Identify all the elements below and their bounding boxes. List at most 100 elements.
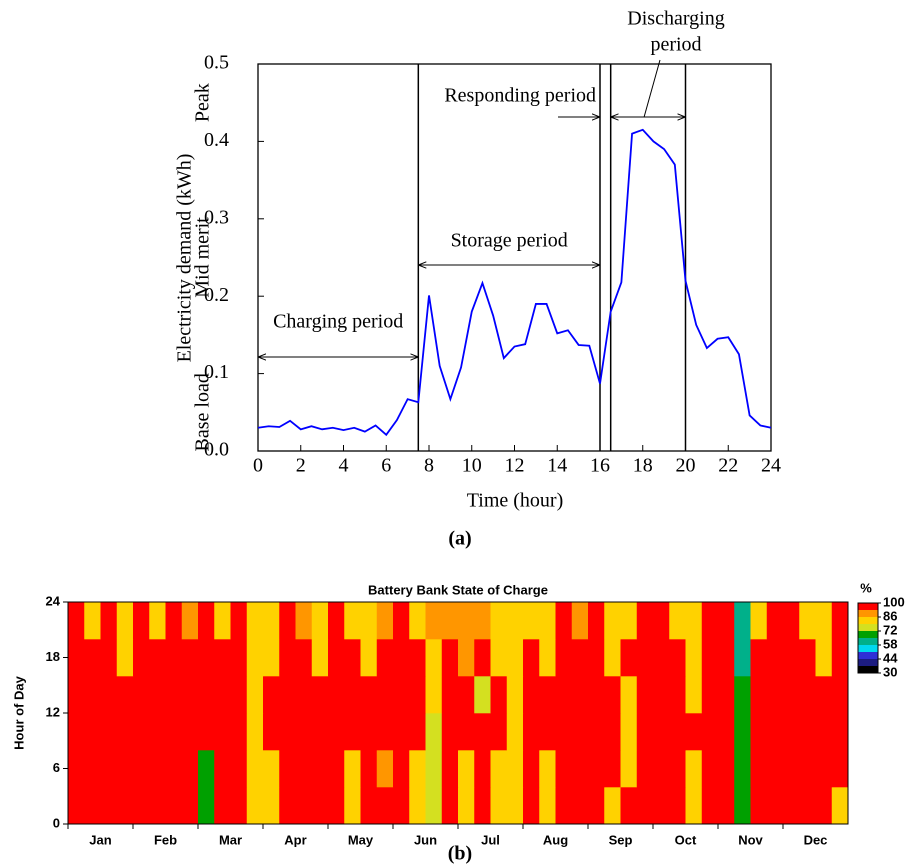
cell xyxy=(230,639,248,677)
cell xyxy=(799,639,816,677)
cell xyxy=(376,639,394,677)
cell xyxy=(555,602,573,640)
cell xyxy=(815,713,833,751)
cell xyxy=(685,787,703,825)
cell xyxy=(620,750,638,788)
cell xyxy=(409,787,426,825)
heatmap-y-label: Hour of Day xyxy=(11,675,26,749)
cell xyxy=(718,750,735,788)
cell xyxy=(100,750,118,788)
cell xyxy=(490,639,508,677)
y-tick-label: 24 xyxy=(46,593,61,608)
cell xyxy=(181,787,199,825)
cell xyxy=(360,602,378,640)
cell xyxy=(165,750,183,788)
x-tick-label: Mar xyxy=(219,832,242,847)
cell xyxy=(149,676,166,714)
cell xyxy=(165,639,183,677)
colorbar-tick-label: 30 xyxy=(883,664,897,679)
cell xyxy=(441,602,459,640)
cell xyxy=(376,750,394,788)
colorbar-tick-label: 100 xyxy=(883,594,905,609)
cell xyxy=(506,750,524,788)
cell xyxy=(555,750,573,788)
cell xyxy=(490,602,508,640)
y-tick-label: 12 xyxy=(46,704,60,719)
cell xyxy=(539,787,556,825)
cell xyxy=(360,787,378,825)
cell xyxy=(766,676,784,714)
x-tick-label: 16 xyxy=(590,455,610,477)
cell xyxy=(815,639,833,677)
cell xyxy=(620,787,638,825)
cell xyxy=(506,602,524,640)
cell xyxy=(279,713,296,751)
cell xyxy=(198,639,215,677)
cell xyxy=(263,713,280,751)
cell xyxy=(425,787,443,825)
cell xyxy=(636,713,654,751)
cell xyxy=(279,639,296,677)
cell xyxy=(766,787,784,825)
x-tick-label: 8 xyxy=(424,455,434,477)
colorbar-band xyxy=(858,631,878,638)
cell xyxy=(230,750,248,788)
band-label: Mid merit xyxy=(192,217,214,298)
cell xyxy=(701,787,719,825)
x-tick-label: 22 xyxy=(718,455,738,477)
cell xyxy=(425,602,443,640)
cell xyxy=(263,787,280,825)
cell xyxy=(653,676,670,714)
cell xyxy=(620,602,638,640)
cell xyxy=(311,750,329,788)
cell xyxy=(376,787,394,825)
cell xyxy=(604,602,621,640)
x-tick-label: 12 xyxy=(505,455,525,477)
cell xyxy=(344,639,361,677)
x-tick-label: Nov xyxy=(738,832,763,847)
cell xyxy=(831,713,849,751)
cell xyxy=(279,787,296,825)
cell xyxy=(133,750,150,788)
colorbar-tick-label: 72 xyxy=(883,622,897,637)
cell xyxy=(409,713,426,751)
cell xyxy=(393,750,410,788)
x-tick-label: Jun xyxy=(414,832,437,847)
cell xyxy=(393,787,410,825)
cell xyxy=(116,602,134,640)
cell xyxy=(490,713,508,751)
cell xyxy=(328,639,345,677)
y-tick-label: 0.2 xyxy=(204,284,229,306)
cell xyxy=(84,787,101,825)
cell xyxy=(279,750,296,788)
cell xyxy=(734,750,751,788)
x-tick-label: Dec xyxy=(804,832,828,847)
x-tick-label: 0 xyxy=(253,455,263,477)
cell xyxy=(783,602,800,640)
cell xyxy=(831,639,849,677)
x-axis-label: Time (hour) xyxy=(467,490,563,512)
cell xyxy=(588,602,605,640)
colorbar-band xyxy=(858,659,878,666)
cell xyxy=(116,750,134,788)
cell xyxy=(230,787,248,825)
cell xyxy=(653,602,670,640)
cell xyxy=(766,713,784,751)
cell xyxy=(246,787,264,825)
colorbar-band xyxy=(858,638,878,645)
cell xyxy=(588,787,605,825)
cell xyxy=(523,787,540,825)
cell xyxy=(214,750,231,788)
cell xyxy=(393,602,410,640)
cell xyxy=(311,602,329,640)
x-tick-label: 4 xyxy=(339,455,349,477)
cell xyxy=(165,787,183,825)
x-tick-label: 6 xyxy=(381,455,391,477)
y-tick-label: 6 xyxy=(53,760,60,775)
cell xyxy=(311,676,329,714)
x-tick-label: Feb xyxy=(154,832,177,847)
cell xyxy=(523,713,540,751)
cell xyxy=(701,602,719,640)
cell xyxy=(653,639,670,677)
cell xyxy=(750,787,768,825)
